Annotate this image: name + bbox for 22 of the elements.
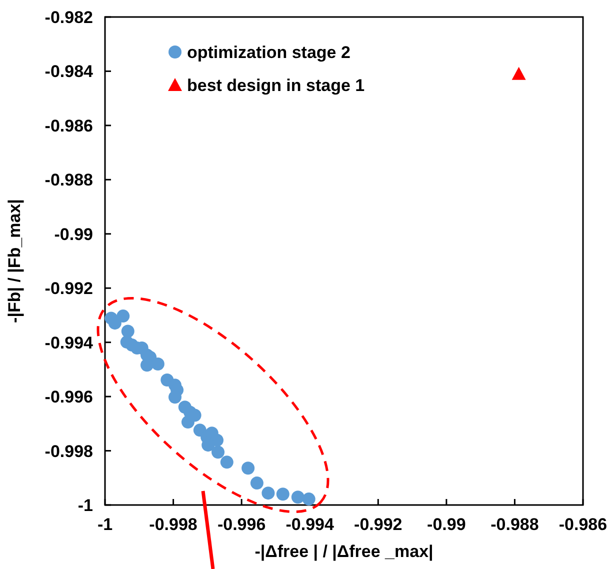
y-tick-label: -0.992 xyxy=(44,279,93,298)
y-tick-label: -0.998 xyxy=(44,442,93,461)
x-tick-label: -0.994 xyxy=(286,515,335,534)
y-tick-label: -1 xyxy=(78,496,93,515)
y-tick-label: -0.99 xyxy=(54,224,93,244)
legend-label: best design in stage 1 xyxy=(187,76,365,95)
y-tick-label: -0.984 xyxy=(44,62,94,82)
y-tick-label: -0.994 xyxy=(44,333,94,352)
x-axis-title: -|Δfree | / |Δfree _max| xyxy=(254,542,434,561)
legend-label: optimization stage 2 xyxy=(187,43,350,62)
y-axis-title: -|Fb| / |Fb_max| xyxy=(5,199,24,323)
x-tick-label: -0.99 xyxy=(427,515,466,534)
x-tick-label: -0.986 xyxy=(558,515,608,534)
y-tick-label: -0.996 xyxy=(44,388,93,407)
x-tick-label: -1 xyxy=(97,515,113,534)
x-tick-label: -0.992 xyxy=(354,515,402,534)
y-tick-label: -0.988 xyxy=(44,170,93,190)
y-tick-label: -0.986 xyxy=(44,116,93,136)
y-tick-label: -0.982 xyxy=(44,8,93,27)
x-tick-label: -0.996 xyxy=(217,515,266,534)
x-tick-label: -0.988 xyxy=(490,515,539,534)
x-tick-label: -0.998 xyxy=(149,515,198,534)
